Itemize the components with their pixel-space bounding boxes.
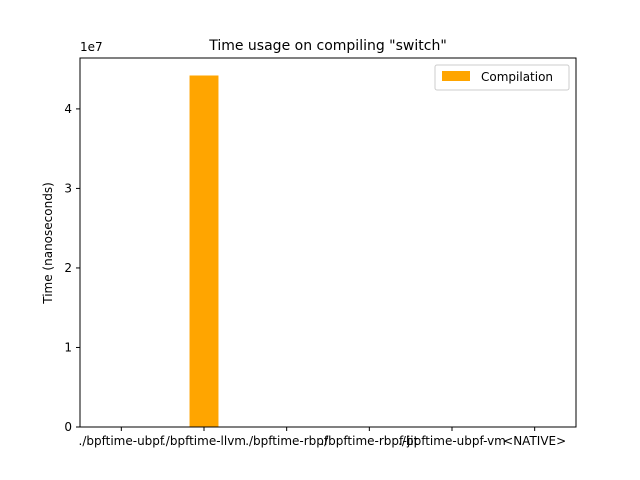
y-tick-label: 3 [64,181,72,195]
y-tick-label: 0 [64,420,72,434]
legend: Compilation [434,64,570,91]
y-axis-label: Time (nanoseconds) [41,182,55,305]
y-tick-label: 4 [64,102,72,116]
x-tick-label: ./bpftime-rbpf-jit [320,434,418,448]
x-tick-label: ./bpftime-ubpf [79,434,165,448]
y-offset-label: 1e7 [80,40,103,54]
x-tick-label: ./bpftime-rbpf [245,434,329,448]
legend-label: Compilation [481,70,553,84]
legend-swatch [442,71,470,81]
bar [189,75,219,427]
x-tick-label: <NATIVE> [503,434,566,448]
y-tick-label: 2 [64,261,72,275]
bars [189,75,219,427]
x-tick-label: ./bpftime-ubpf-vm [398,434,506,448]
x-axis-ticks: ./bpftime-ubpf./bpftime-llvm ./bpftime-rb… [79,427,566,448]
plot-frame [79,57,577,428]
chart-title: Time usage on compiling "switch" [208,38,447,54]
y-tick-label: 1 [64,340,72,354]
x-tick-label: ./bpftime-llvm [162,434,246,448]
y-axis-ticks: 0 1 2 3 4 [64,102,80,434]
